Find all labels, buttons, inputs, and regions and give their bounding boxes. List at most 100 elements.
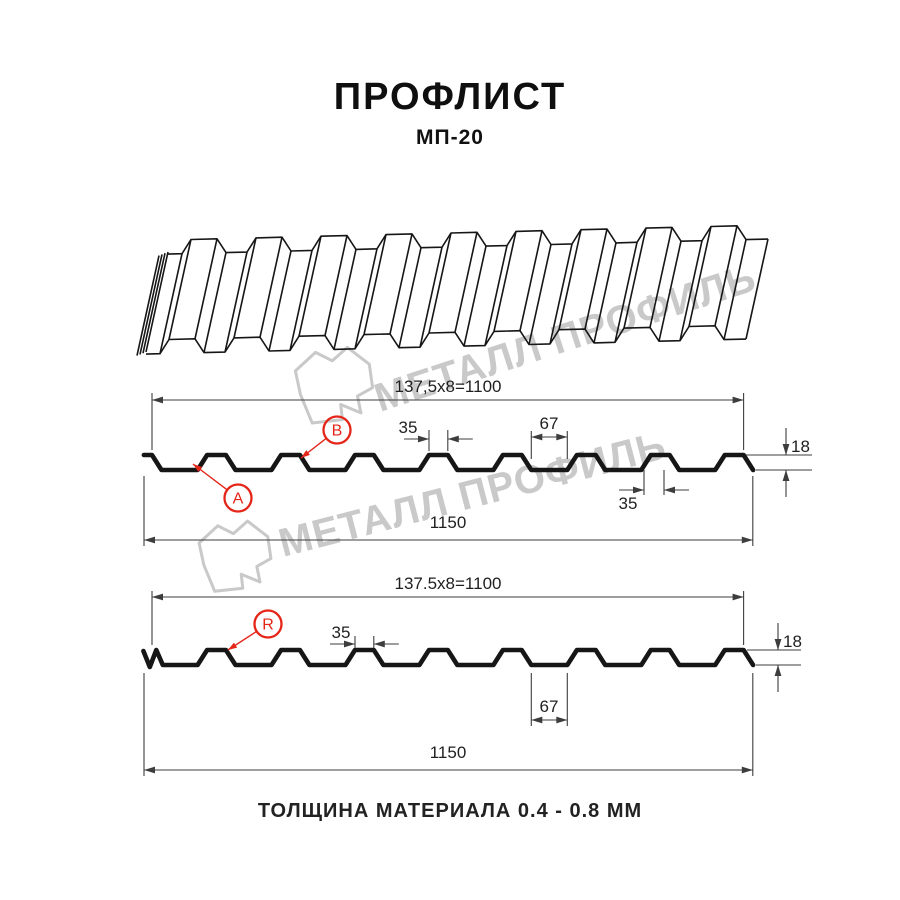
page-title: ПРОФЛИСТ <box>333 76 567 118</box>
rib-edge-line <box>593 242 617 344</box>
dimension-arrowhead <box>774 639 782 650</box>
rib-edge-line <box>723 239 747 340</box>
dimension-arrowhead <box>782 470 790 481</box>
dimension-arrowhead <box>774 665 782 676</box>
rib-edge-line <box>679 240 703 341</box>
dim-pitch-formula-top: 137,5x8=1100 <box>395 377 502 396</box>
sheet-front-edge <box>145 325 747 355</box>
dimension-arrowhead <box>447 435 459 443</box>
dimension-arrowhead <box>782 444 790 455</box>
dimension-arrowhead <box>556 433 568 441</box>
dim-profile-height-bottom: 18 <box>783 632 802 651</box>
rib-edge-line <box>454 232 478 333</box>
dim-rib-top-width-top: 35 <box>399 418 418 437</box>
rib-edge-line <box>159 253 183 354</box>
dimension-arrowhead <box>664 486 675 494</box>
profile-model-subtitle: МП-20 <box>416 126 484 149</box>
rib-edge-line <box>519 230 543 331</box>
profile-outline-bottom-section <box>141 647 756 670</box>
rib-edge-line <box>688 226 712 327</box>
rib-edge-line <box>324 235 348 336</box>
rib-edge-line <box>298 236 322 337</box>
point-label-circle <box>223 483 253 513</box>
point-label-R: R <box>227 609 283 651</box>
cross-section-top: 137,5x8=1100 35 67 35 18 1150 <box>141 377 812 546</box>
dimension-arrowhead <box>373 640 385 648</box>
dim-rib-top-width-bottom: 35 <box>332 623 351 642</box>
dim-valley-width-bottom: 67 <box>540 697 559 716</box>
point-label-layer: B A R <box>192 415 352 651</box>
dimension-arrowhead <box>144 766 155 774</box>
rib-edge-line <box>463 245 487 347</box>
dimension-arrowhead <box>193 464 202 472</box>
rib-edge-line <box>484 245 508 346</box>
dim-profile-height-top: 18 <box>791 437 810 456</box>
dim-overall-width-top: 1150 <box>430 513 467 532</box>
rib-edge-line <box>428 232 452 334</box>
dimension-arrowhead <box>633 486 644 494</box>
brand-logo-watermark <box>197 519 273 593</box>
dim-valley-width-top: 67 <box>540 414 559 433</box>
dim-pitch-formula-bottom: 137.5x8=1100 <box>395 574 502 593</box>
brand-logo-watermark <box>293 345 375 425</box>
dim-overall-width-bottom: 1150 <box>430 743 467 762</box>
rib-edge-line <box>658 241 682 342</box>
rib-edge-line <box>389 233 413 335</box>
rib-edge-line <box>224 251 248 353</box>
dimension-arrowhead <box>152 396 163 404</box>
sheet-cut-edge-line <box>136 255 160 356</box>
dimension-arrowhead <box>152 593 163 601</box>
dimension-arrowhead <box>732 593 744 601</box>
dimension-arrowhead <box>531 433 543 441</box>
point-label-B: B <box>300 415 352 459</box>
point-label-letter: B <box>332 423 343 440</box>
sheet-cut-edge-line <box>142 253 166 354</box>
profile-outline-top-section <box>141 452 756 473</box>
rib-edge-line <box>419 247 443 348</box>
sheet-back-edge <box>167 225 769 255</box>
rib-edge-line <box>333 249 357 350</box>
rib-edge-line <box>194 238 218 339</box>
rib-edge-line <box>398 247 422 348</box>
rib-edge-line <box>558 229 582 330</box>
dimension-arrowhead <box>556 716 568 724</box>
dimension-arrowhead <box>741 536 753 544</box>
point-label-circle <box>322 415 352 445</box>
rib-edge-line <box>493 231 517 332</box>
sheet-cut-edge-line <box>145 251 169 353</box>
profile-3d-view <box>136 225 769 356</box>
cross-section-bottom: 137.5x8=1100 35 67 18 1150 <box>141 574 802 776</box>
rib-edge-line <box>203 252 227 353</box>
rib-edge-line <box>549 243 573 345</box>
dimension-arrowhead <box>228 642 238 650</box>
rib-edge-line <box>289 250 313 351</box>
rib-edge-line <box>233 237 257 339</box>
dimension-arrowhead <box>531 716 543 724</box>
dimension-arrowhead <box>732 396 744 404</box>
rib-edge-line <box>614 242 638 343</box>
dimension-arrowhead <box>344 640 355 648</box>
dimension-arrowhead <box>418 435 429 443</box>
rib-edge-line <box>259 237 283 338</box>
rib-edge-line <box>623 227 647 329</box>
brand-watermark-text: МЕТАЛЛ ПРОФИЛЬ <box>274 423 671 565</box>
sheet-cut-edge-line <box>139 254 163 355</box>
material-thickness-note: ТОЛЩИНА МАТЕРИАЛА 0.4 - 0.8 ММ <box>257 800 643 822</box>
point-label-letter: R <box>262 617 274 634</box>
sheet-right-edge <box>745 238 769 340</box>
rib-edge-line <box>168 239 192 340</box>
rib-edge-line <box>528 244 552 345</box>
rib-edge-line <box>268 250 292 352</box>
dim-rib-bottom-width-top: 35 <box>619 494 638 513</box>
rib-edge-line <box>714 225 738 326</box>
point-label-circle <box>253 609 283 639</box>
rib-edge-line <box>649 227 673 328</box>
watermark-2: МЕТАЛЛ ПРОФИЛЬ <box>197 423 671 593</box>
rib-edge-line <box>363 234 387 335</box>
dimension-arrowhead <box>301 450 310 458</box>
point-label-letter: A <box>233 491 244 508</box>
watermark-1: МЕТАЛЛ ПРОФИЛЬ <box>293 256 762 425</box>
